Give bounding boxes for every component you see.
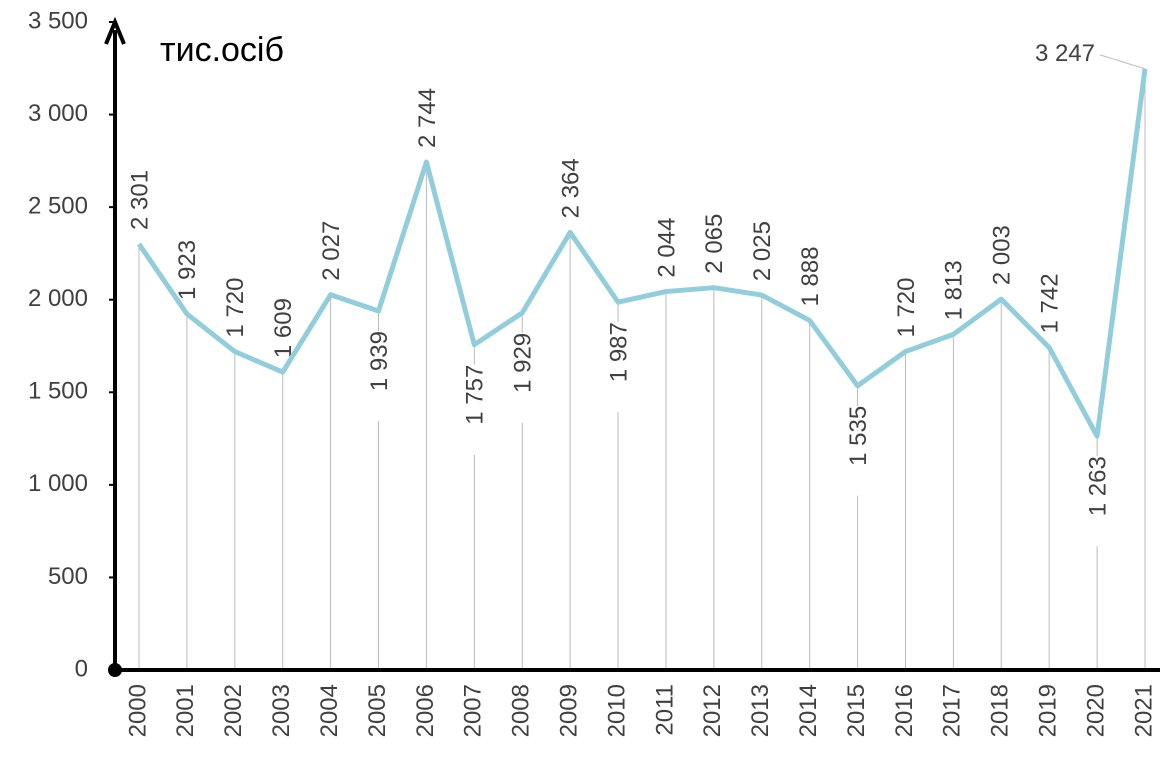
y-tick-label: 3 000 xyxy=(28,100,88,127)
x-tick-label: 2008 xyxy=(508,684,535,737)
data-label: 2 364 xyxy=(557,158,584,218)
data-label: 1 888 xyxy=(797,246,824,306)
data-label: 2 044 xyxy=(653,218,680,278)
x-tick-label: 2000 xyxy=(124,684,151,737)
x-tick-label: 2012 xyxy=(699,684,726,737)
data-label: 1 987 xyxy=(605,322,632,382)
y-tick-label: 500 xyxy=(48,563,88,590)
x-tick-label: 2001 xyxy=(172,684,199,737)
x-tick-label: 2007 xyxy=(460,684,487,737)
origin-dot xyxy=(108,663,122,677)
data-label: 1 720 xyxy=(893,277,920,337)
data-label: 2 025 xyxy=(749,221,776,281)
y-axis-arrow xyxy=(104,16,126,45)
x-tick-label: 2003 xyxy=(268,684,295,737)
y-tick-label: 0 xyxy=(75,655,88,682)
y-tick-label: 2 000 xyxy=(28,285,88,312)
x-tick-label: 2021 xyxy=(1130,684,1157,737)
data-label: 1 742 xyxy=(1037,273,1064,333)
leader-line xyxy=(1099,54,1146,70)
data-label: 1 757 xyxy=(462,365,489,425)
data-label: 1 535 xyxy=(845,406,872,466)
data-label: 1 263 xyxy=(1084,456,1111,516)
x-tick-label: 2004 xyxy=(316,684,343,737)
x-tick-label: 2010 xyxy=(603,684,630,737)
data-label: 1 813 xyxy=(941,260,968,320)
x-tick-label: 2015 xyxy=(843,684,870,737)
x-tick-label: 2018 xyxy=(987,684,1014,737)
data-line xyxy=(136,68,1148,439)
x-tick-label: 2020 xyxy=(1082,684,1109,737)
y-tick-label: 2 500 xyxy=(28,192,88,219)
x-tick-label: 2006 xyxy=(412,684,439,737)
data-label: 2 027 xyxy=(318,221,345,281)
x-tick-label: 2016 xyxy=(891,684,918,737)
data-label: 1 929 xyxy=(510,333,537,393)
data-label: 3 247 xyxy=(1035,40,1095,67)
x-tick-label: 2011 xyxy=(651,684,678,736)
y-tick-label: 1 500 xyxy=(28,378,88,405)
x-tick-label: 2017 xyxy=(939,684,966,737)
y-tick-label: 3 500 xyxy=(28,7,88,34)
x-tick-label: 2009 xyxy=(555,684,582,737)
x-tick-label: 2014 xyxy=(795,684,822,737)
x-tick-label: 2005 xyxy=(364,684,391,737)
x-tick-label: 2013 xyxy=(747,684,774,737)
data-label: 1 923 xyxy=(174,240,201,300)
x-tick-label: 2019 xyxy=(1035,684,1062,737)
y-tick-label: 1 000 xyxy=(28,470,88,497)
data-label: 1 720 xyxy=(222,277,249,337)
data-label: 1 939 xyxy=(366,331,393,391)
data-label: 2 003 xyxy=(989,225,1016,285)
data-label: 1 609 xyxy=(270,298,297,358)
x-tick-label: 2002 xyxy=(220,684,247,737)
data-label: 2 744 xyxy=(414,88,441,148)
y-axis-label: тис.осіб xyxy=(160,31,284,69)
data-label: 2 065 xyxy=(701,214,728,274)
data-label: 2 301 xyxy=(126,170,153,230)
